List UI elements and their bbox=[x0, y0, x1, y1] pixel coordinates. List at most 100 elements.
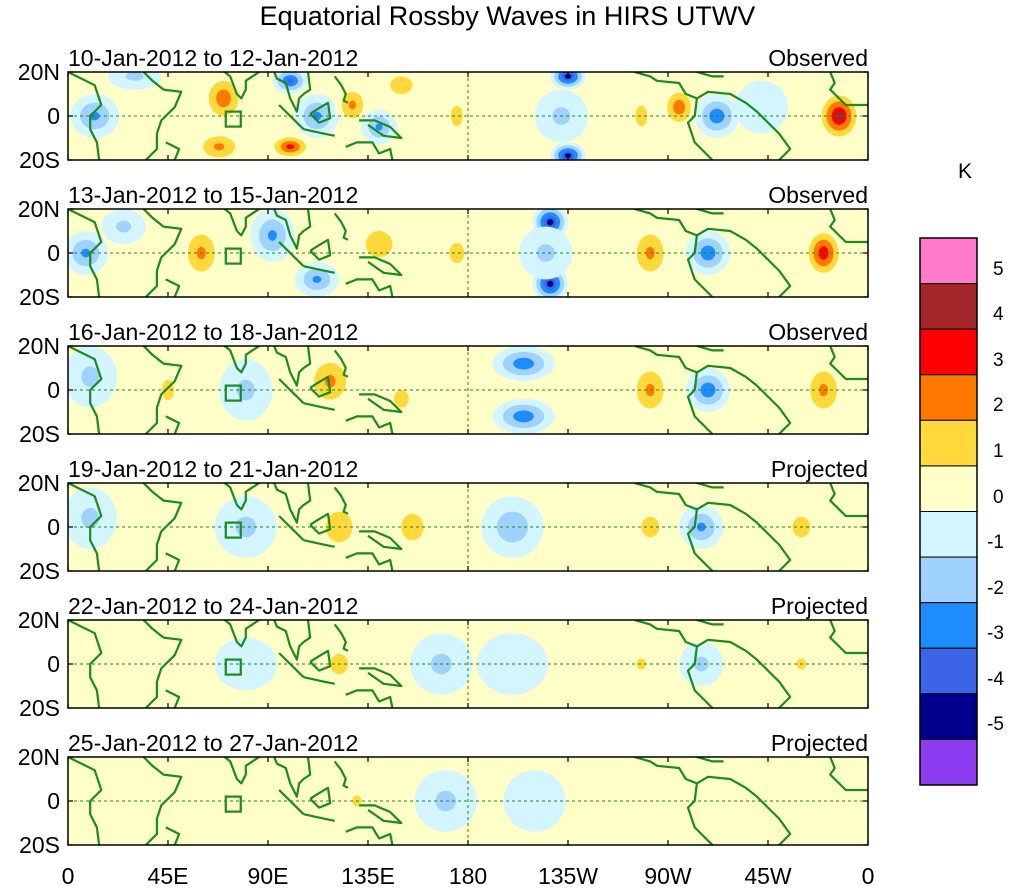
lon-tick-label: 90E bbox=[247, 863, 289, 889]
coastline bbox=[273, 72, 312, 113]
panel-1 bbox=[67, 71, 869, 161]
lat-tick-label: 0 bbox=[47, 377, 60, 403]
region-box bbox=[224, 795, 242, 813]
coastline bbox=[222, 483, 260, 511]
contour-region bbox=[636, 658, 647, 670]
lat-tick-label: 20N bbox=[17, 744, 60, 770]
coastline bbox=[309, 101, 332, 124]
coastline bbox=[696, 775, 792, 845]
lat-tick-label: 20S bbox=[19, 558, 60, 584]
coastline bbox=[333, 486, 349, 515]
contour-region bbox=[214, 637, 277, 691]
contour-region bbox=[818, 246, 829, 260]
coastline bbox=[303, 539, 335, 548]
lat-tick-label: 20S bbox=[19, 695, 60, 721]
coastline bbox=[303, 402, 335, 411]
coastline bbox=[68, 620, 103, 708]
colorbar-frame bbox=[919, 237, 978, 786]
coastline bbox=[829, 757, 868, 792]
contour-region bbox=[700, 245, 716, 261]
coastline bbox=[68, 757, 103, 845]
coastline bbox=[345, 689, 394, 708]
colorbar-swatch bbox=[919, 374, 978, 421]
coastline bbox=[345, 278, 394, 297]
coastline bbox=[829, 346, 868, 381]
coastline bbox=[303, 676, 335, 685]
coastline bbox=[333, 75, 349, 104]
coastline bbox=[696, 90, 792, 160]
colorbar-swatch bbox=[919, 328, 978, 376]
region-box bbox=[224, 384, 242, 402]
contour-region bbox=[635, 105, 648, 127]
lon-tick-label: 90W bbox=[644, 863, 692, 889]
panel-date-range: 19-Jan-2012 to 21-Jan-2012 bbox=[68, 456, 359, 482]
colorbar-level-label: 3 bbox=[993, 349, 1004, 371]
region-box bbox=[224, 521, 242, 539]
coastline bbox=[303, 128, 335, 137]
coastline bbox=[359, 530, 403, 551]
lat-tick-label: 20S bbox=[19, 421, 60, 447]
coastline bbox=[359, 393, 403, 414]
colorbar-level-label: 1 bbox=[993, 440, 1004, 462]
lon-tick-label: 135E bbox=[341, 863, 395, 889]
coastline bbox=[693, 72, 724, 78]
colorbar-swatch bbox=[919, 738, 978, 786]
panel-status: Observed bbox=[768, 45, 868, 71]
contour-region bbox=[287, 78, 294, 84]
panel-status: Observed bbox=[768, 319, 868, 345]
coastline bbox=[273, 483, 312, 524]
panel-date-range: 25-Jan-2012 to 27-Jan-2012 bbox=[68, 730, 359, 756]
coastline bbox=[273, 620, 312, 661]
colorbar-level-label: 4 bbox=[993, 304, 1004, 326]
coastline bbox=[696, 501, 792, 571]
contour-region bbox=[216, 89, 231, 108]
colorbar-swatch bbox=[919, 693, 978, 740]
colorbar-level-label: -1 bbox=[987, 532, 1004, 554]
colorbar-swatch bbox=[919, 647, 978, 695]
contour-region bbox=[503, 770, 566, 832]
contour-region bbox=[696, 522, 706, 532]
contour-region bbox=[547, 219, 554, 226]
coastline bbox=[333, 349, 349, 378]
coastline bbox=[165, 278, 181, 297]
lat-tick-label: 0 bbox=[47, 651, 60, 677]
lon-tick-label: 0 bbox=[61, 863, 75, 889]
coastline bbox=[345, 552, 394, 571]
coastline bbox=[273, 757, 312, 798]
colorbar-level-label: -2 bbox=[987, 577, 1004, 599]
coastline bbox=[309, 786, 332, 809]
panel-date-range: 13-Jan-2012 to 15-Jan-2012 bbox=[68, 182, 359, 208]
contour-region bbox=[449, 242, 465, 264]
coastline bbox=[222, 346, 260, 374]
contour-region bbox=[393, 389, 409, 408]
coastline bbox=[693, 483, 724, 489]
colorbar-level-label: -5 bbox=[987, 714, 1004, 736]
colorbar-swatch bbox=[919, 237, 978, 285]
lat-tick-label: 20N bbox=[17, 196, 60, 222]
coastline bbox=[222, 72, 260, 100]
coastline bbox=[222, 757, 260, 785]
coastline bbox=[165, 689, 181, 708]
coastline bbox=[345, 141, 394, 160]
coastline bbox=[303, 265, 335, 274]
region-box bbox=[224, 110, 242, 128]
coastline bbox=[68, 346, 103, 434]
coastline bbox=[345, 826, 394, 845]
coastline bbox=[696, 364, 792, 434]
panel-status: Projected bbox=[770, 730, 868, 756]
main-title: Equatorial Rossby Waves in HIRS UTWV bbox=[259, 1, 756, 31]
panel-3 bbox=[67, 345, 869, 435]
contour-region bbox=[450, 105, 463, 127]
contour-region bbox=[267, 230, 277, 241]
coastline bbox=[273, 209, 312, 250]
coastline bbox=[165, 141, 181, 160]
panel-6 bbox=[67, 756, 869, 846]
contour-region bbox=[125, 72, 144, 81]
colorbar-level-label: 5 bbox=[993, 258, 1004, 280]
coastline bbox=[165, 826, 181, 845]
coastline bbox=[333, 760, 349, 789]
contour-region bbox=[213, 143, 225, 151]
coastline bbox=[693, 346, 724, 352]
colorbar-level-label: -4 bbox=[987, 668, 1004, 690]
